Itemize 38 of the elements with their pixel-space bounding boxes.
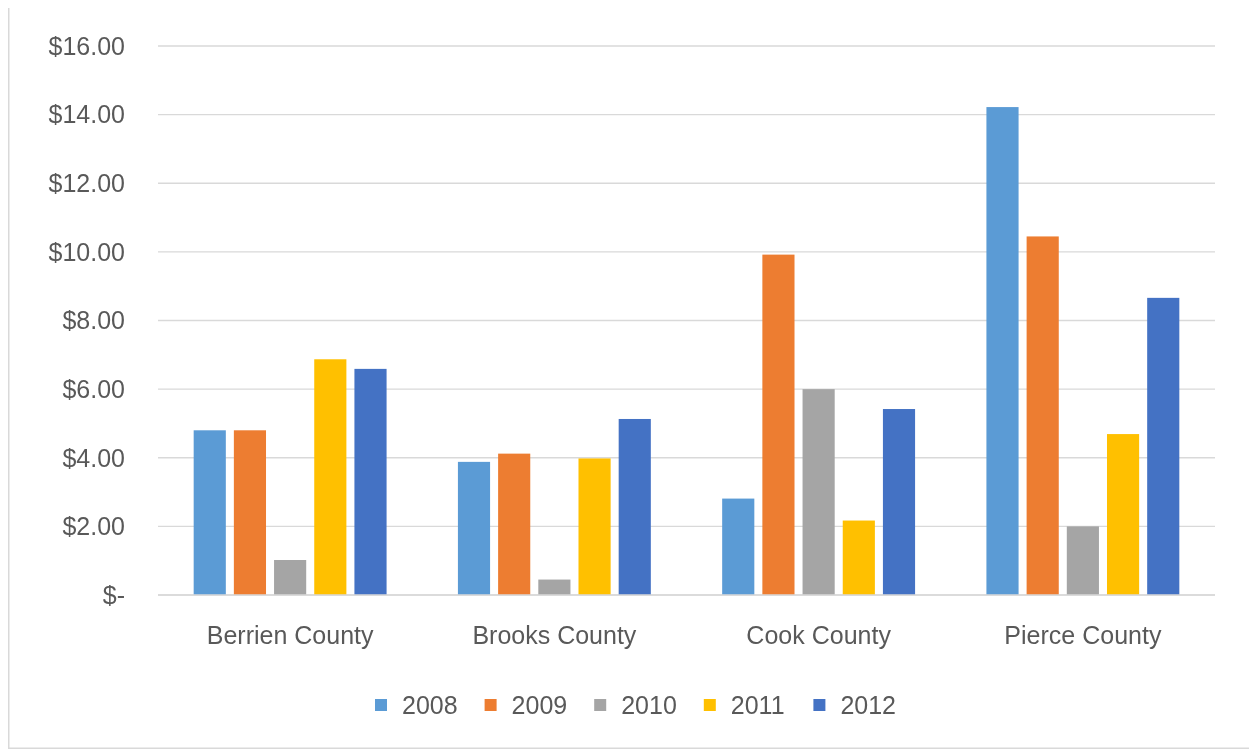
bar: [802, 389, 835, 595]
y-tick-label: $16.00: [48, 31, 125, 60]
y-tick-label: $8.00: [62, 306, 125, 335]
y-tick-label: $-: [102, 580, 125, 609]
legend-label: 2011: [730, 690, 785, 719]
bar: [842, 520, 875, 595]
bar: [457, 461, 491, 595]
x-tick-label: Pierce County: [1004, 621, 1162, 649]
bar: [986, 107, 1019, 595]
bar: [1026, 236, 1059, 595]
bar: [193, 430, 226, 595]
bar: [274, 560, 307, 595]
bar: [1147, 297, 1180, 595]
y-tick-label: $4.00: [62, 443, 125, 472]
legend-label: 2009: [511, 690, 568, 719]
y-tick-label: $10.00: [48, 237, 125, 266]
y-tick-label: $2.00: [62, 512, 125, 541]
legend-label: 2008: [402, 690, 458, 719]
bar: [538, 579, 571, 595]
bar: [722, 498, 755, 595]
bar: [498, 453, 531, 595]
bar: [1106, 434, 1140, 595]
bar: [314, 359, 347, 595]
y-tick-label: $6.00: [62, 374, 125, 403]
bar: [233, 430, 267, 595]
bar: [354, 368, 387, 595]
x-tick-label: Berrien County: [206, 621, 374, 649]
bar: [618, 418, 651, 595]
x-tick-label: Cook County: [746, 621, 892, 649]
bar: [762, 254, 795, 595]
y-tick-label: $14.00: [48, 100, 125, 129]
bar: [1066, 526, 1099, 595]
x-tick-label: Brooks County: [472, 621, 637, 649]
bar: [882, 409, 916, 595]
legend-label: 2010: [621, 690, 677, 719]
bar: [578, 458, 611, 595]
legend-label: 2012: [840, 690, 897, 719]
y-tick-label: $12.00: [48, 169, 125, 197]
